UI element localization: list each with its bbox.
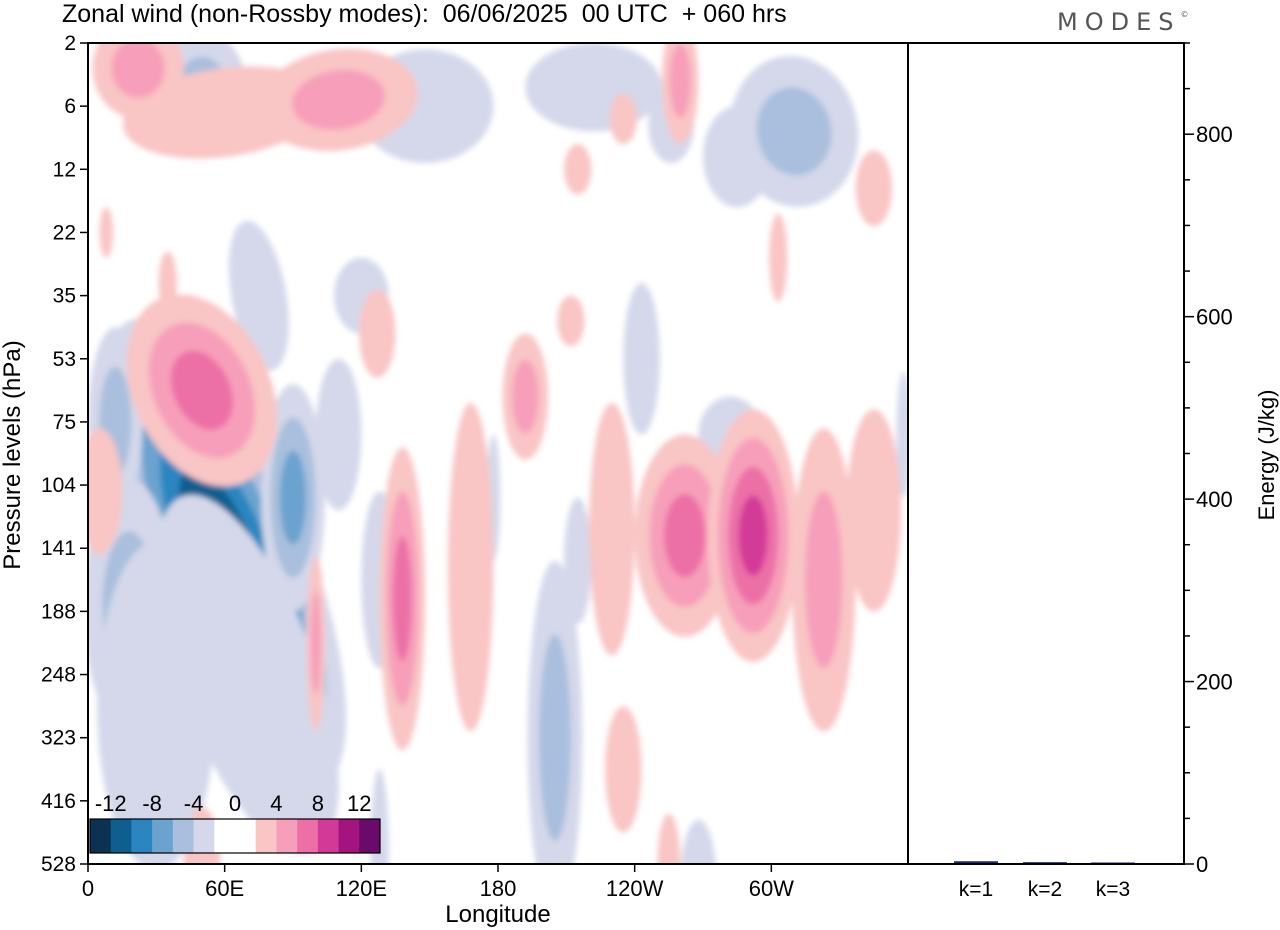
negative-wind-contour xyxy=(623,282,660,435)
positive-wind-contour xyxy=(447,402,494,732)
negative-wind-contour xyxy=(896,371,908,498)
wind-contours xyxy=(88,43,908,864)
colorbar-label: 0 xyxy=(229,791,241,816)
negative-wind-contour xyxy=(279,450,307,545)
energy-tick-label: 800 xyxy=(1196,122,1233,147)
positive-wind-contour xyxy=(609,93,637,145)
chart-title: Zonal wind (non-Rossby modes): 06/06/202… xyxy=(62,0,787,28)
colorbar-swatch xyxy=(152,819,174,853)
positive-wind-contour xyxy=(605,706,642,833)
positive-wind-contour xyxy=(392,536,412,662)
negative-wind-contour xyxy=(756,87,832,176)
y-tick-label: 53 xyxy=(53,348,76,371)
energy-tick-label: 600 xyxy=(1196,305,1233,330)
colorbar-swatch xyxy=(172,819,195,853)
x-tick-label: 120E xyxy=(336,876,387,901)
positive-wind-contour xyxy=(111,43,165,98)
x-axis-label: Longitude xyxy=(445,901,550,928)
colorbar-swatch xyxy=(297,819,319,853)
positive-wind-contour xyxy=(557,295,585,347)
positive-wind-contour xyxy=(669,44,691,118)
colorbar-label: -12 xyxy=(95,791,127,816)
colorbar-swatch xyxy=(131,819,153,853)
y-axis-label: Pressure levels (hPa) xyxy=(0,340,26,569)
energy-category-label: k=2 xyxy=(1028,878,1062,901)
colorbar-swatch xyxy=(317,819,340,853)
y-tick-label: 12 xyxy=(53,158,76,181)
colorbar-swatch xyxy=(359,819,381,853)
negative-wind-contour xyxy=(525,43,663,132)
y-tick-label: 416 xyxy=(41,790,76,813)
positive-wind-contour xyxy=(512,359,539,434)
y-tick-label: 141 xyxy=(41,537,76,560)
x-tick-label: 60E xyxy=(205,876,244,901)
x-tick-label: 60W xyxy=(749,876,794,901)
colorbar-swatch xyxy=(110,819,132,853)
colorbar-swatch xyxy=(276,819,298,853)
positive-wind-contour xyxy=(855,150,893,227)
colorbar-swatch xyxy=(338,819,360,853)
energy-bars: k=1 k=2 k=3 xyxy=(954,861,1135,901)
colorbar-swatch xyxy=(90,819,112,853)
energy-axis: 0 200 400 600 800 xyxy=(1184,42,1233,877)
y-tick-label: 6 xyxy=(64,95,76,118)
negative-wind-contour xyxy=(156,494,339,855)
positive-wind-contour xyxy=(359,289,396,378)
x-tick-label: 180 xyxy=(480,876,517,901)
positive-wind-contour xyxy=(846,409,902,612)
colorbar-label: -4 xyxy=(184,791,204,816)
colorbar-swatch xyxy=(193,819,215,853)
modes-logo: MODES© xyxy=(1057,8,1189,36)
colorbar-label: 4 xyxy=(270,791,282,816)
positive-wind-contour xyxy=(310,591,322,695)
colorbar: -12 -8 -4 0 4 8 12 xyxy=(89,791,381,854)
energy-tick-label: 200 xyxy=(1196,670,1233,695)
colorbar-label: 12 xyxy=(347,791,371,816)
positive-wind-contour xyxy=(564,144,592,195)
y-tick-label: 188 xyxy=(41,600,76,623)
colorbar-frame xyxy=(89,818,381,854)
energy-frame xyxy=(907,42,1185,865)
y-tick-label: 323 xyxy=(41,727,76,750)
positive-wind-contour xyxy=(88,428,123,555)
positive-wind-contour xyxy=(738,495,768,576)
energy-category-label: k=3 xyxy=(1096,878,1130,901)
energy-category-label: k=1 xyxy=(959,878,993,901)
y-tick-label: 2 xyxy=(64,32,76,55)
y-tick-label: 22 xyxy=(53,221,76,244)
colorbar-swatch xyxy=(255,819,277,853)
colorbar-swatch xyxy=(235,819,257,853)
negative-wind-contour xyxy=(564,497,592,625)
y-tick-label: 75 xyxy=(53,411,76,434)
energy-bar xyxy=(954,861,998,864)
y-tick-label: 35 xyxy=(53,285,76,308)
energy-tick-label: 400 xyxy=(1196,487,1233,512)
positive-wind-contour xyxy=(657,813,681,864)
positive-wind-contour xyxy=(805,491,843,669)
colorbar-label: 8 xyxy=(312,791,324,816)
positive-wind-contour xyxy=(589,402,635,656)
negative-wind-contour xyxy=(315,358,362,511)
positive-wind-contour xyxy=(769,213,788,302)
colorbar-label: -8 xyxy=(142,791,162,816)
energy-axis-label: Energy (J/kg) xyxy=(1254,390,1279,521)
positive-wind-contour xyxy=(99,207,114,258)
positive-wind-contour xyxy=(170,350,233,430)
y-tick-label: 248 xyxy=(41,664,76,687)
negative-wind-contour xyxy=(681,819,716,864)
positive-wind-contour xyxy=(664,493,706,578)
x-tick-label: 120W xyxy=(606,876,664,901)
y-axis: 2 6 12 22 35 53 75 104 141 188 248 323 416 528 xyxy=(41,32,88,876)
positive-wind-contour xyxy=(158,251,177,315)
y-tick-label: 104 xyxy=(41,474,76,497)
negative-wind-contour xyxy=(539,634,571,841)
y-tick-label: 528 xyxy=(41,853,76,876)
energy-tick-label: 0 xyxy=(1196,852,1208,877)
x-tick-label: 0 xyxy=(82,876,94,901)
colorbar-swatch xyxy=(214,819,236,853)
x-axis: 0 60E 120E 180 120W 60W xyxy=(82,864,794,901)
positive-wind-contour xyxy=(292,69,385,130)
